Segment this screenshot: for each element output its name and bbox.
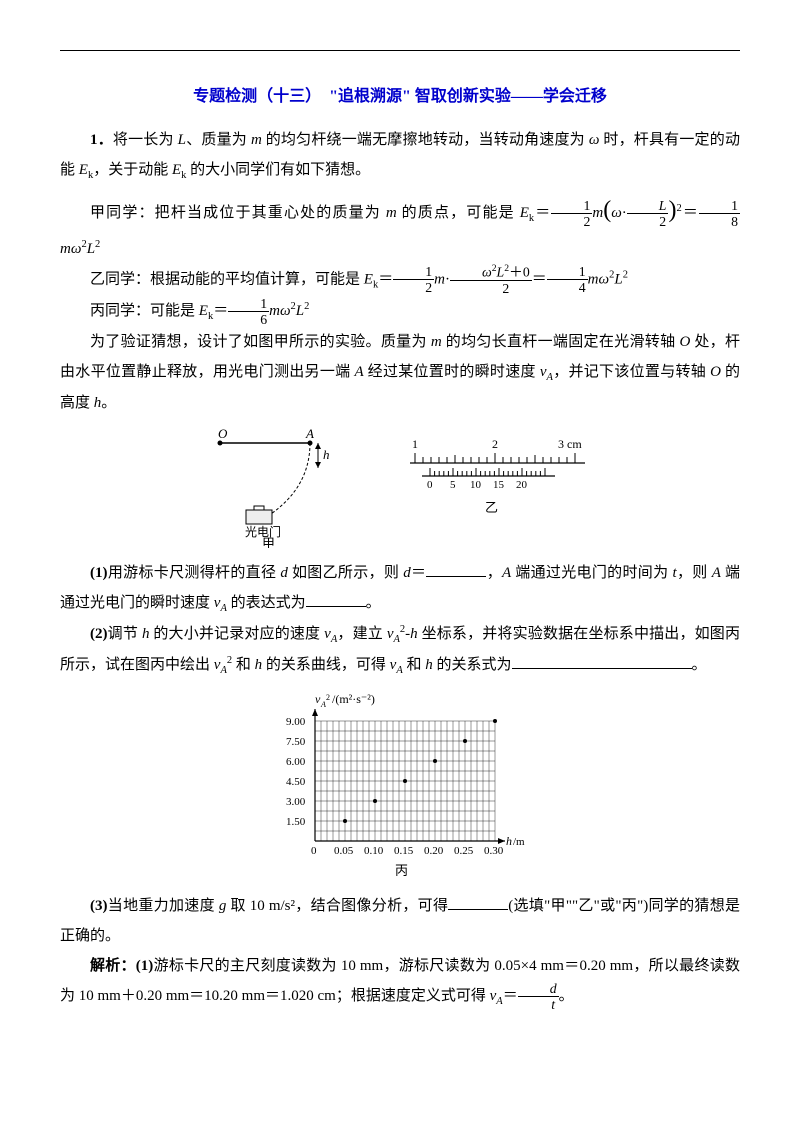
student-yi: 乙同学：根据动能的平均值计算，可能是 Ek＝12m·ω2L2＋02＝14mω2L… <box>60 264 740 296</box>
svg-text:h: h <box>506 834 512 848</box>
svg-text:6.00: 6.00 <box>286 756 306 768</box>
student-jia: 甲同学：把杆当成位于其重心处的质量为 m 的质点，可能是 Ek＝12m(ω·L2… <box>60 186 740 264</box>
svg-text:甲: 甲 <box>262 536 275 548</box>
svg-text:3.00: 3.00 <box>286 796 306 808</box>
svg-text:0.20: 0.20 <box>424 845 444 857</box>
q1-setup: 为了验证猜想，设计了如图甲所示的实验。质量为 m 的均匀长直杆一端固定在光滑转轴… <box>60 327 740 418</box>
svg-text:3 cm: 3 cm <box>558 437 582 451</box>
q1-part2: (2)调节 h 的大小并记录对应的速度 vA，建立 vA2-h 坐标系，并将实验… <box>60 619 740 681</box>
svg-text:15: 15 <box>493 479 505 491</box>
q1-part3: (3)当地重力加速度 g 取 10 m/s²，结合图像分析，可得(选填"甲""乙… <box>60 891 740 951</box>
svg-text:2: 2 <box>492 437 498 451</box>
svg-text:h: h <box>323 447 330 462</box>
figure-yi: 1 2 3 cm 0 5 10 15 20 乙 <box>400 428 600 528</box>
svg-text:7.50: 7.50 <box>286 736 306 748</box>
svg-text:0.25: 0.25 <box>454 845 474 857</box>
q1-part1: (1)用游标卡尺测得杆的直径 d 如图乙所示，则 d＝，A 端通过光电门的时间为… <box>60 558 740 619</box>
svg-text:A: A <box>305 428 314 441</box>
svg-text:0.30: 0.30 <box>484 845 504 857</box>
blank-answer[interactable] <box>448 894 508 910</box>
blank-va[interactable] <box>306 591 366 607</box>
svg-text:4.50: 4.50 <box>286 776 306 788</box>
svg-text:乙: 乙 <box>485 500 498 515</box>
svg-text:/m: /m <box>513 836 525 848</box>
svg-text:/(m²·s⁻²): /(m²·s⁻²) <box>332 692 375 706</box>
page-title: 专题检测（十三） "追根溯源" 智取创新实验——学会迁移 <box>60 81 740 113</box>
figure-jia: O A h 光电门 甲 <box>200 428 340 548</box>
svg-text:9.00: 9.00 <box>286 716 306 728</box>
svg-text:20: 20 <box>516 479 528 491</box>
top-rule <box>60 50 740 51</box>
q1-intro: 1．将一长为 L、质量为 m 的均匀杆绕一端无摩擦地转动，当转动角速度为 ω 时… <box>60 125 740 186</box>
svg-text:丙: 丙 <box>395 863 408 878</box>
svg-text:0.05: 0.05 <box>334 845 354 857</box>
blank-relation[interactable] <box>512 653 692 669</box>
svg-text:0: 0 <box>427 479 433 491</box>
svg-text:0: 0 <box>311 845 317 857</box>
svg-text:2: 2 <box>326 693 330 702</box>
svg-text:0.15: 0.15 <box>394 845 414 857</box>
figure-row-ab: O A h 光电门 甲 1 2 3 cm <box>60 428 740 548</box>
svg-text:0.10: 0.10 <box>364 845 384 857</box>
figure-bing-wrap: v A 2 /(m²·s⁻²) <box>60 691 740 881</box>
svg-text:O: O <box>218 428 228 441</box>
svg-text:1.50: 1.50 <box>286 816 306 828</box>
student-bing: 丙同学：可能是 Ek＝16mω2L2 <box>60 296 740 327</box>
svg-text:1: 1 <box>412 437 418 451</box>
svg-text:10: 10 <box>470 479 482 491</box>
svg-text:5: 5 <box>450 479 456 491</box>
blank-d[interactable] <box>426 561 486 577</box>
figure-bing: v A 2 /(m²·s⁻²) <box>270 691 530 881</box>
solution: 解析：(1)游标卡尺的主尺刻度读数为 10 mm，游标尺读数为 0.05×4 m… <box>60 951 740 1012</box>
